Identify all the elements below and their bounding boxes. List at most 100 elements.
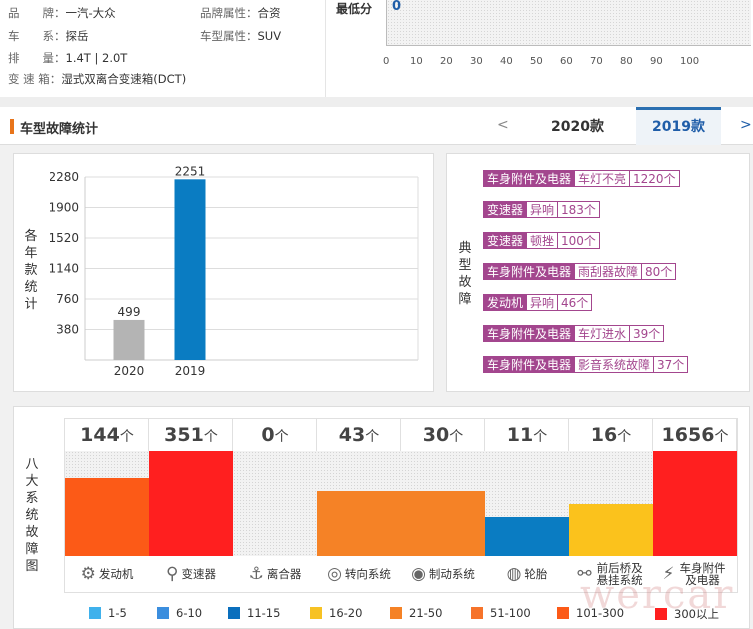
- system-caption[interactable]: ⚲ 变速器: [149, 556, 233, 592]
- system-column: 144个 ⚙ 发动机: [65, 418, 149, 583]
- fault-tag[interactable]: 车身附件及电器 车灯进水 39个: [483, 325, 665, 342]
- fault-tag[interactable]: 车身附件及电器 雨刮器故障 80个: [483, 263, 677, 280]
- system-caption[interactable]: ◉ 制动系统: [401, 556, 485, 592]
- system-name: 前后桥及悬挂系统: [596, 561, 643, 587]
- system-bar-area: [401, 451, 485, 556]
- fault-issue: 车灯进水: [575, 325, 631, 342]
- legend-label: 11-15: [247, 606, 281, 620]
- fault-tag[interactable]: 车身附件及电器 影音系统故障 37个: [483, 356, 689, 373]
- min-score-tick: 80: [620, 56, 633, 67]
- system-caption[interactable]: ⚙ 发动机: [65, 556, 149, 592]
- bar-2020: [113, 319, 145, 360]
- prev-arrow-icon[interactable]: <: [497, 117, 509, 133]
- count-unit: 个: [274, 429, 289, 445]
- y-tick-label: 1140: [50, 262, 79, 276]
- clutch-icon: ⚓: [248, 564, 264, 584]
- min-score-tick: 100: [680, 56, 700, 67]
- legend-swatch: [557, 607, 569, 619]
- system-bar-fill: [569, 503, 653, 556]
- bar-2019: [174, 179, 206, 360]
- system-bar-area: [65, 451, 149, 556]
- system-caption[interactable]: ⚓ 离合器: [233, 556, 317, 592]
- year-chart-card: [13, 153, 434, 392]
- fault-system: 车身附件及电器: [483, 263, 576, 280]
- count-unit: 个: [449, 429, 464, 445]
- fault-system: 车身附件及电器: [483, 170, 576, 187]
- system-bar-area: [149, 451, 233, 556]
- system-count: 1656个: [661, 424, 729, 446]
- displacement-value: 1.4T | 2.0T: [65, 51, 128, 65]
- fault-tag[interactable]: 车身附件及电器 车灯不亮 1220个: [483, 170, 680, 187]
- section-separator: [0, 97, 753, 107]
- min-score-tick: 50: [530, 56, 543, 67]
- watermark-logo: wercar: [580, 572, 735, 618]
- system-column: 1656个 ⚡ 车身附件及电器: [653, 418, 737, 586]
- legend-label: 300以上: [674, 607, 719, 621]
- system-bar-area: [233, 451, 317, 556]
- y-tick-label: 1900: [50, 201, 79, 215]
- min-score-tick: 70: [590, 56, 603, 67]
- system-count: 43个: [338, 424, 380, 446]
- system-column: 11个 ◍ 轮胎: [485, 418, 569, 583]
- displacement-label: 排 量：: [8, 51, 66, 65]
- fault-tag[interactable]: 变速器 顿挫 100个: [483, 232, 600, 249]
- brand-attr-label: 品牌属性：: [200, 6, 258, 20]
- system-column: 16个 ⚯ 前后桥及悬挂系统: [569, 418, 653, 586]
- min-score-tick: 20: [440, 56, 453, 67]
- count-unit: 个: [203, 429, 218, 445]
- fault-count: 100个: [558, 232, 600, 249]
- series-value: 探岳: [65, 29, 89, 43]
- min-score-tick: 40: [500, 56, 513, 67]
- system-bar-fill: [485, 517, 569, 556]
- min-score-label: 最低分: [336, 2, 373, 16]
- fault-system: 车身附件及电器: [483, 325, 576, 342]
- fault-system: 车身附件及电器: [483, 356, 576, 373]
- next-arrow-icon[interactable]: >: [740, 117, 752, 133]
- systems-label: 八大系统故障图: [25, 457, 39, 574]
- brand-label: 品 牌：: [8, 6, 66, 20]
- system-count: 351个: [164, 424, 218, 446]
- system-bar-area: [569, 451, 653, 556]
- brake-icon: ◉: [411, 564, 426, 584]
- system-bar-fill: [653, 451, 737, 556]
- min-score-panel: 最低分 0 0 10 20 30 40 50 60 70 80 90 100: [326, 0, 753, 97]
- count-unit: 个: [119, 429, 134, 445]
- fault-tag[interactable]: 变速器 异响 183个: [483, 201, 600, 218]
- tire-icon: ◍: [506, 564, 522, 584]
- brand-attr-row: 品牌属性：合资: [200, 5, 281, 21]
- system-caption[interactable]: ⚯ 前后桥及悬挂系统: [569, 556, 653, 592]
- system-caption[interactable]: ◎ 转向系统: [317, 556, 401, 592]
- system-bar-fill: [149, 451, 233, 556]
- system-column: 0个 ⚓ 离合器: [233, 418, 317, 583]
- title-accent-bar: [10, 119, 14, 134]
- system-caption[interactable]: ◍ 轮胎: [485, 556, 569, 592]
- legend-label: 101-300: [576, 606, 625, 620]
- data-label: 2251: [175, 164, 206, 178]
- gearbox-value: 湿式双离合变速箱(DCT): [61, 72, 187, 86]
- brand-value: 一汽-大众: [65, 6, 116, 20]
- fault-system: 发动机: [483, 294, 528, 311]
- system-caption[interactable]: ⚡ 车身附件及电器: [653, 556, 737, 592]
- tab-2019[interactable]: 2019款: [636, 107, 721, 145]
- count-unit: 个: [365, 429, 380, 445]
- gearshift-icon: ⚲: [166, 564, 179, 584]
- type-value: SUV: [257, 29, 282, 43]
- fault-count: 46个: [558, 294, 593, 311]
- count-unit: 个: [533, 429, 548, 445]
- fault-stats-header: 车型故障统计 < 2020款 2019款 >: [0, 107, 753, 145]
- brand-row: 品 牌：一汽-大众: [8, 5, 116, 21]
- typical-faults-label: 典型故障: [458, 241, 472, 307]
- series-row: 车 系：探岳: [8, 28, 89, 44]
- legend-swatch: [157, 607, 169, 619]
- fault-tag[interactable]: 发动机 异响 46个: [483, 294, 593, 311]
- legend-item: 21-50: [390, 606, 442, 620]
- suspension-icon: ⚯: [577, 564, 592, 584]
- tab-2020[interactable]: 2020款: [551, 119, 604, 135]
- legend-item: 51-100: [471, 606, 531, 620]
- system-bar-fill: [401, 490, 485, 556]
- count-unit: 个: [714, 429, 729, 445]
- system-count: 144个: [80, 424, 134, 446]
- system-column: 30个 ◉ 制动系统: [401, 418, 485, 583]
- fault-issue: 雨刮器故障: [575, 263, 643, 280]
- gearbox-row: 变 速 箱：湿式双离合变速箱(DCT): [8, 71, 186, 87]
